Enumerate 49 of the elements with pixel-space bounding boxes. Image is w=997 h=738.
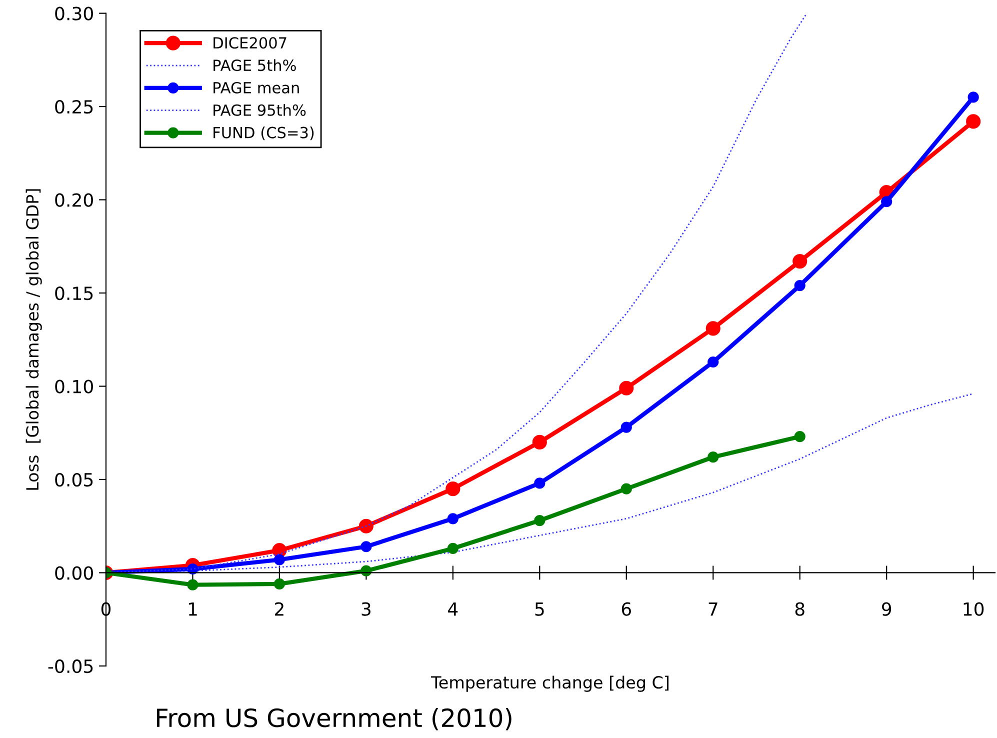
legend-label: DICE2007 bbox=[214, 37, 286, 49]
x-tick-label: 3 bbox=[362, 602, 370, 616]
point bbox=[706, 321, 720, 336]
y-axis-title: Loss [Global damages / global GDP] bbox=[26, 189, 42, 490]
point bbox=[881, 196, 892, 208]
x-tick-label: 4 bbox=[448, 602, 458, 616]
legend-label: PAGE 95th% bbox=[214, 104, 306, 116]
x-tick-label: 10 bbox=[964, 602, 984, 616]
point bbox=[619, 380, 634, 396]
y-tick-label: 0.15 bbox=[55, 286, 93, 300]
y-tick-label: 0.00 bbox=[55, 566, 93, 580]
x-tick-label: 2 bbox=[275, 602, 284, 616]
point bbox=[794, 431, 806, 442]
x-tick-label: 1 bbox=[188, 602, 197, 616]
x-tick-label: 8 bbox=[795, 602, 804, 616]
point bbox=[532, 434, 547, 450]
x-tick-label: 6 bbox=[622, 602, 631, 616]
point bbox=[620, 483, 632, 494]
point bbox=[794, 280, 806, 292]
point bbox=[446, 482, 460, 496]
legend-label: FUND (CS=3) bbox=[214, 126, 314, 140]
y-tick-label: 0.30 bbox=[55, 6, 93, 20]
point bbox=[534, 478, 546, 489]
point bbox=[360, 541, 372, 552]
legend-label: PAGE 5th% bbox=[214, 59, 296, 72]
y-tick-label: 0.25 bbox=[55, 100, 93, 114]
point bbox=[274, 554, 286, 566]
point bbox=[708, 356, 719, 368]
y-tick-label: 0.20 bbox=[55, 193, 93, 207]
text: From US Government (2010) bbox=[156, 708, 512, 730]
legend-label: PAGE mean bbox=[214, 82, 299, 94]
point bbox=[187, 579, 198, 590]
point bbox=[534, 514, 546, 526]
point bbox=[447, 542, 458, 554]
x-tick-label: 7 bbox=[708, 602, 718, 616]
point bbox=[274, 578, 286, 590]
point bbox=[620, 422, 632, 433]
y-tick-label: -0.05 bbox=[48, 659, 93, 674]
x-tick-label: 9 bbox=[882, 602, 892, 616]
y-tick-label: 0.10 bbox=[55, 380, 93, 394]
x-tick-label: 5 bbox=[535, 602, 544, 616]
point bbox=[358, 518, 374, 534]
point bbox=[447, 513, 458, 524]
point bbox=[966, 114, 981, 129]
point bbox=[708, 452, 719, 463]
x-axis-title: Temperature change [deg C] bbox=[431, 676, 668, 692]
point bbox=[792, 254, 808, 269]
point bbox=[968, 92, 979, 103]
y-tick-label: 0.05 bbox=[55, 472, 93, 487]
